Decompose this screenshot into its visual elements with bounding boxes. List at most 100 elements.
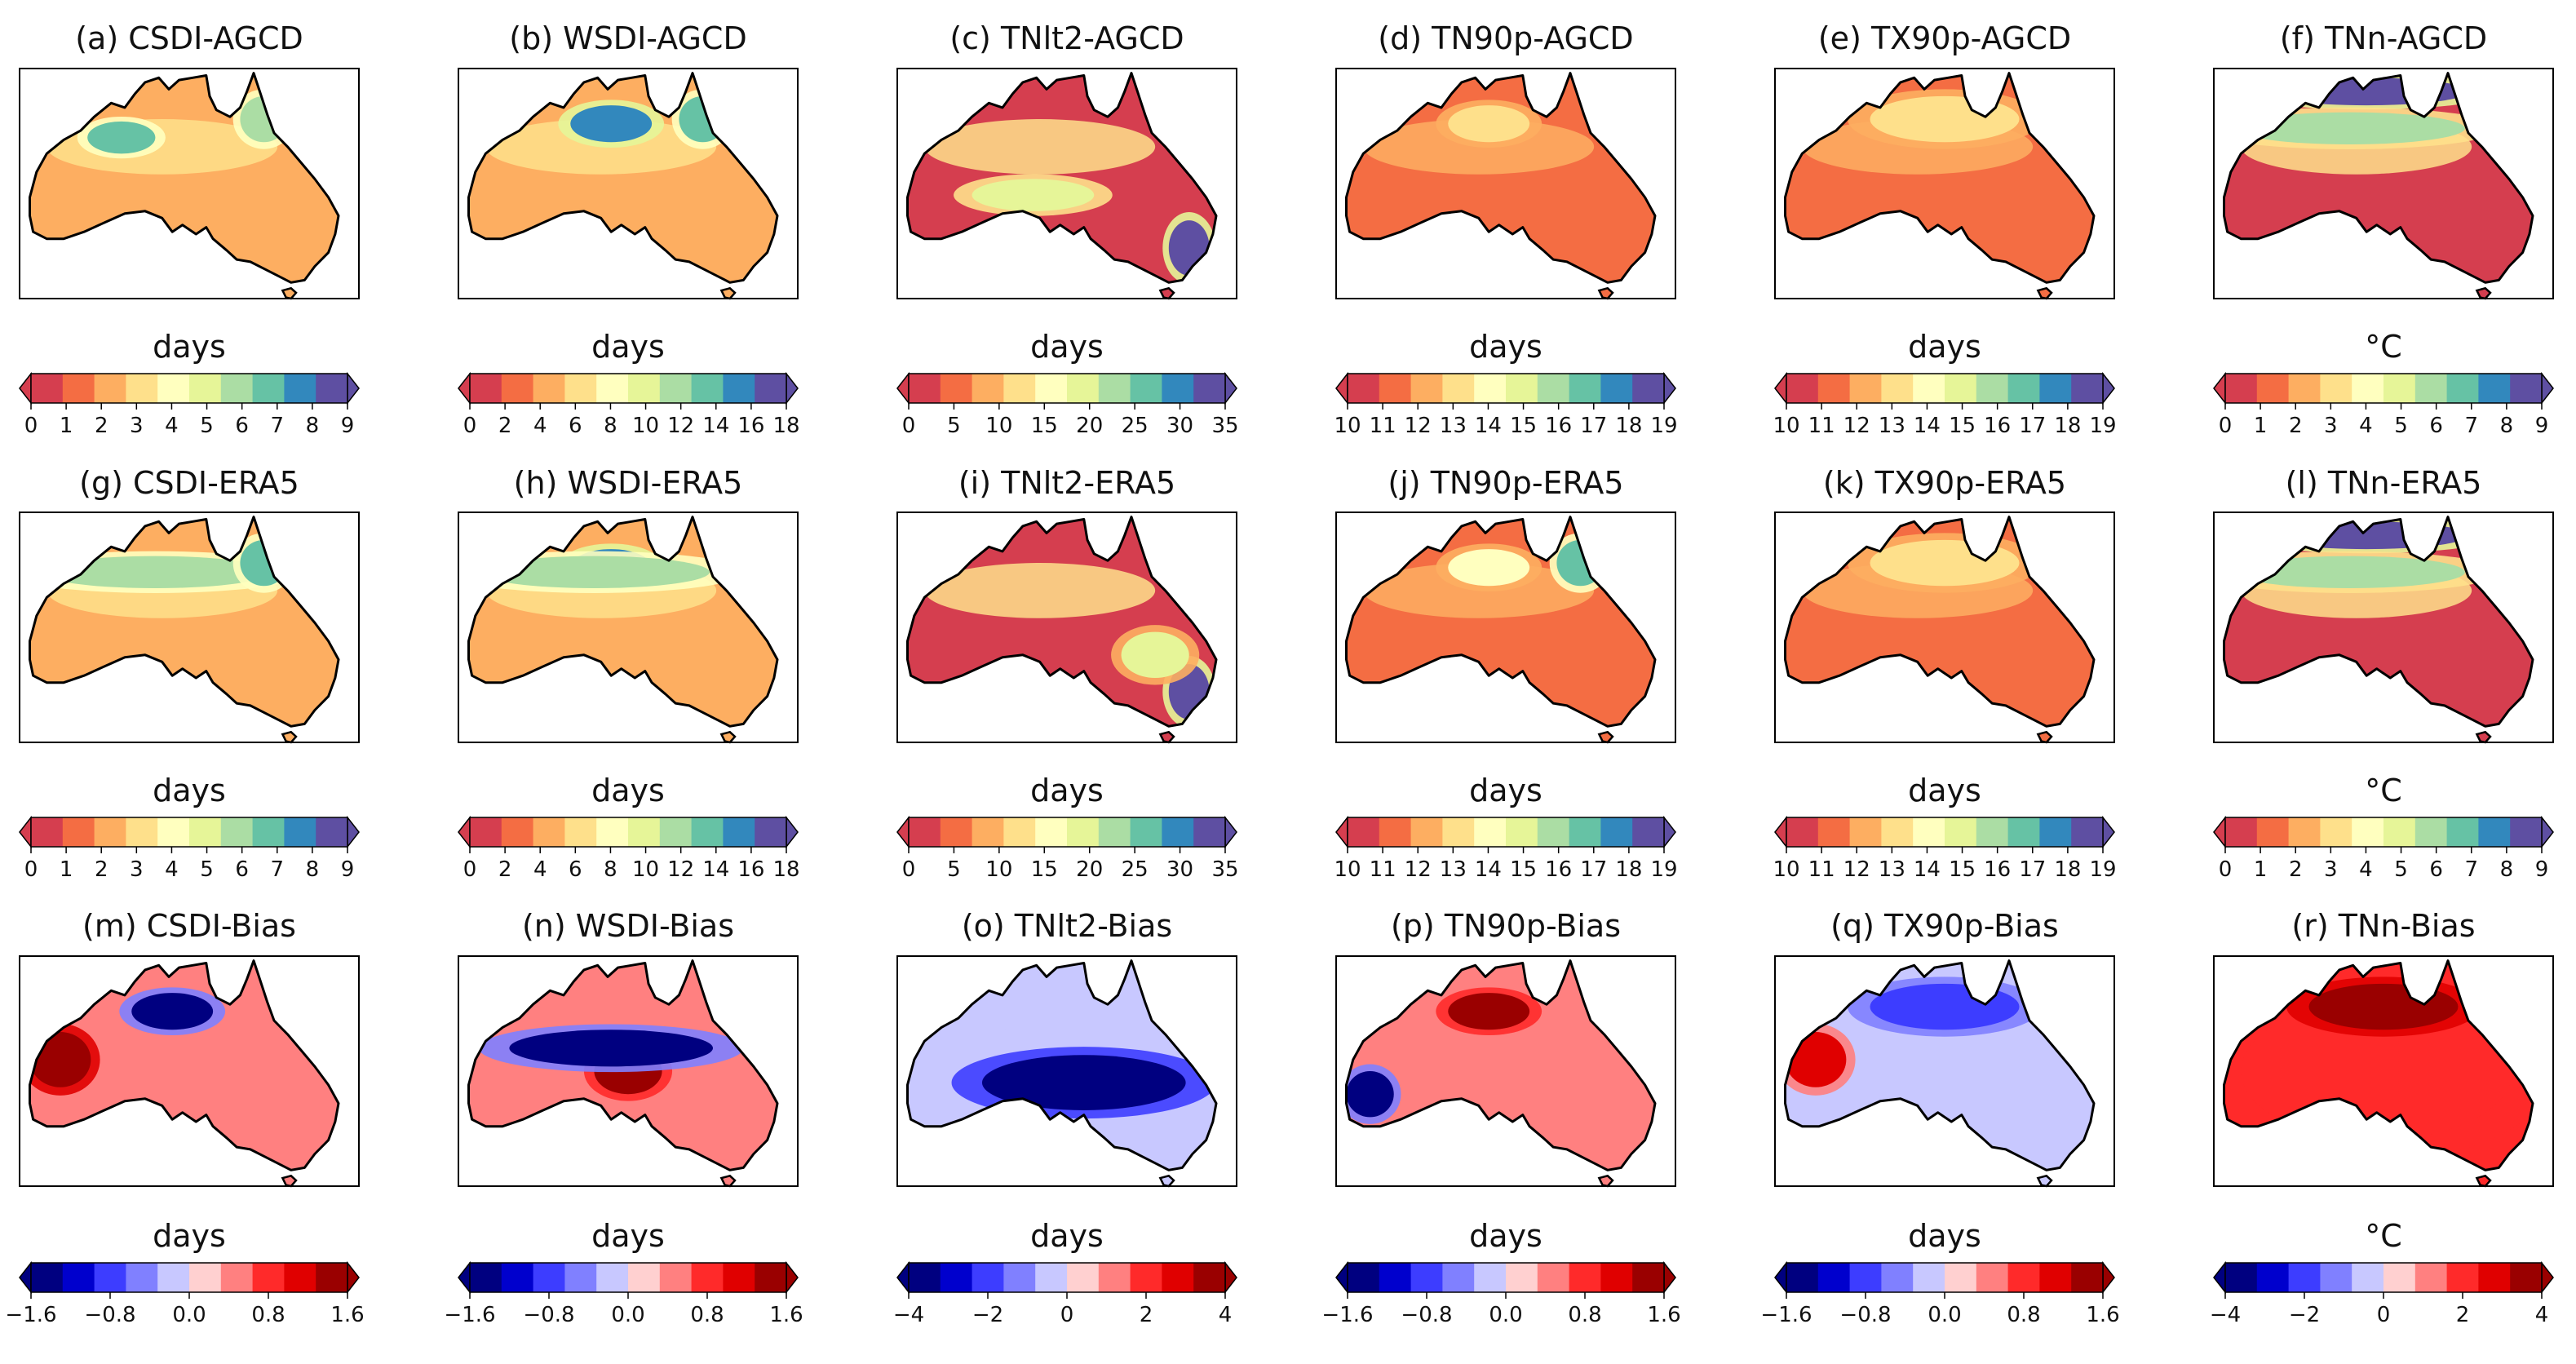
colorbar-swatch [2414, 374, 2448, 403]
colorbar-tick-label: 12 [1843, 414, 1870, 438]
colorbar-tick-label: 16 [737, 414, 764, 438]
colorbar-extend-low [19, 815, 32, 849]
colorbar-swatch [1162, 817, 1194, 847]
colorbar-swatch [2071, 1263, 2104, 1292]
coastline [1784, 72, 2096, 284]
colorbar-swatch [1348, 817, 1380, 847]
colorbar: 10 11 12 13 14 15 16 17 18 19 [1773, 815, 2117, 882]
colorbar-tick-label: 12 [1405, 857, 1432, 882]
colorbar-tick-label: 8 [2500, 414, 2514, 438]
tasmania-coastline [719, 730, 737, 744]
panel-title: (l) TNn-ERA5 [2286, 465, 2482, 501]
colorbar-swatch [1098, 1263, 1131, 1292]
colorbar-swatch [62, 374, 95, 403]
colorbar-tick-label: 1.6 [769, 1303, 803, 1327]
colorbar-extend-low [896, 815, 910, 849]
colorbar-swatch [1600, 1263, 1633, 1292]
colorbar-tick-label: 18 [772, 414, 799, 438]
hotspot [1448, 105, 1530, 143]
colorbar-tick-label: 18 [1615, 857, 1642, 882]
colorbar-swatch [470, 374, 502, 403]
colorbar-swatch [2352, 1263, 2384, 1292]
colorbar-swatch [2383, 374, 2416, 403]
colorbar-swatch [1035, 1263, 1068, 1292]
colorbar-swatch [1786, 1263, 1819, 1292]
colorbar-tick-label: 5 [947, 857, 961, 882]
colorbar-swatch [157, 1263, 190, 1292]
colorbar-tick-label: 19 [2089, 857, 2116, 882]
unit-label: °C [2365, 1218, 2402, 1254]
tasmania-coastline [1597, 1174, 1614, 1188]
colorbar-extend-low [896, 371, 910, 405]
colorbar-tick-label: 12 [1405, 414, 1432, 438]
unit-label: days [1908, 1218, 1981, 1254]
colorbar-tick-label: 3 [2324, 414, 2338, 438]
panel-k: (k) TX90p-ERA5 days 10 11 12 13 14 15 16 17 18 19 [1773, 465, 2116, 882]
colorbar-tick-label: 8 [306, 857, 320, 882]
panel-title: (p) TN90p-Bias [1391, 908, 1621, 944]
colorbar-swatch [1379, 1263, 1412, 1292]
colorbar-tick-label: 5 [947, 414, 961, 438]
colorbar-tick-label: 0.8 [251, 1303, 285, 1327]
colorbar-swatch [972, 1263, 1004, 1292]
colorbar-tick-label: 10 [632, 414, 659, 438]
colorbar-swatch [1506, 817, 1538, 847]
colorbar-swatch [1067, 817, 1100, 847]
colorbar-tick-label: 7 [2465, 857, 2479, 882]
colorbar: −4 −2 0 2 4 [893, 1260, 1237, 1327]
colorbar-tick-label: 2 [95, 857, 108, 882]
colorbar-swatch [2414, 817, 2448, 847]
colorbar-tick-label: 8 [604, 857, 617, 882]
colorbar-swatch [1569, 1263, 1601, 1292]
unit-label: days [153, 773, 226, 808]
coastline [1784, 959, 2096, 1171]
colorbar-tick-label: −1.6 [5, 1303, 56, 1327]
colorbar-tick-label: 11 [1370, 857, 1396, 882]
colorbar-tick-label: −2 [972, 1303, 1003, 1327]
coastline [29, 516, 340, 728]
colorbar-swatch [1410, 374, 1443, 403]
colorbar-extend-high [2102, 371, 2115, 405]
colorbar-extend-low [2213, 371, 2226, 405]
colorbar: −1.6 −0.8 0.0 0.8 1.6 [444, 1260, 803, 1327]
colorbar-tick-label: 0 [463, 414, 477, 438]
tasmania-coastline [1597, 730, 1614, 744]
colorbar-swatch [564, 817, 597, 847]
colorbar-swatch [2478, 374, 2511, 403]
colorbar-extend-high [2541, 371, 2554, 405]
colorbar-swatch [2256, 1263, 2290, 1292]
colorbar-tick-label: 3 [2324, 857, 2338, 882]
tasmania-coastline [2475, 1174, 2492, 1188]
colorbar-tick-label: 2 [498, 857, 512, 882]
panel-title: (i) TNlt2-ERA5 [958, 465, 1175, 501]
colorbar-tick-label: 11 [1370, 414, 1396, 438]
hotspot [1448, 549, 1530, 587]
panel-title: (f) TNn-AGCD [2280, 20, 2487, 56]
colorbar-swatch [31, 374, 64, 403]
panel-title: (g) CSDI-ERA5 [79, 465, 299, 501]
colorbar-tick-label: 9 [2535, 857, 2549, 882]
colorbar-swatch [2007, 374, 2040, 403]
colorbar-swatch [1035, 817, 1068, 847]
coastline [29, 72, 340, 284]
colorbar-swatch [2071, 374, 2104, 403]
colorbar-swatch [1881, 817, 1914, 847]
colorbar-tick-label: 18 [1615, 414, 1642, 438]
colorbar-extend-high [2102, 815, 2115, 849]
colorbar-tick-label: 13 [1879, 414, 1905, 438]
colorbar-swatch [1945, 374, 1977, 403]
colorbar-tick-label: 15 [1510, 857, 1537, 882]
colorbar-swatch [1786, 817, 1819, 847]
colorbar-swatch [533, 817, 565, 847]
colorbar-swatch [1098, 817, 1131, 847]
colorbar-tick-label: 7 [271, 857, 285, 882]
colorbar-tick-label: 4 [165, 857, 179, 882]
colorbar-tick-label: 14 [1475, 857, 1502, 882]
colorbar-swatch [2288, 374, 2321, 403]
colorbar-extend-high [2541, 815, 2554, 849]
colorbar-tick-label: 2 [2289, 414, 2303, 438]
colorbar-tick-label: 0.8 [2007, 1303, 2040, 1327]
colorbar-swatch [1193, 817, 1226, 847]
colorbar-extend-high [1224, 371, 1237, 405]
